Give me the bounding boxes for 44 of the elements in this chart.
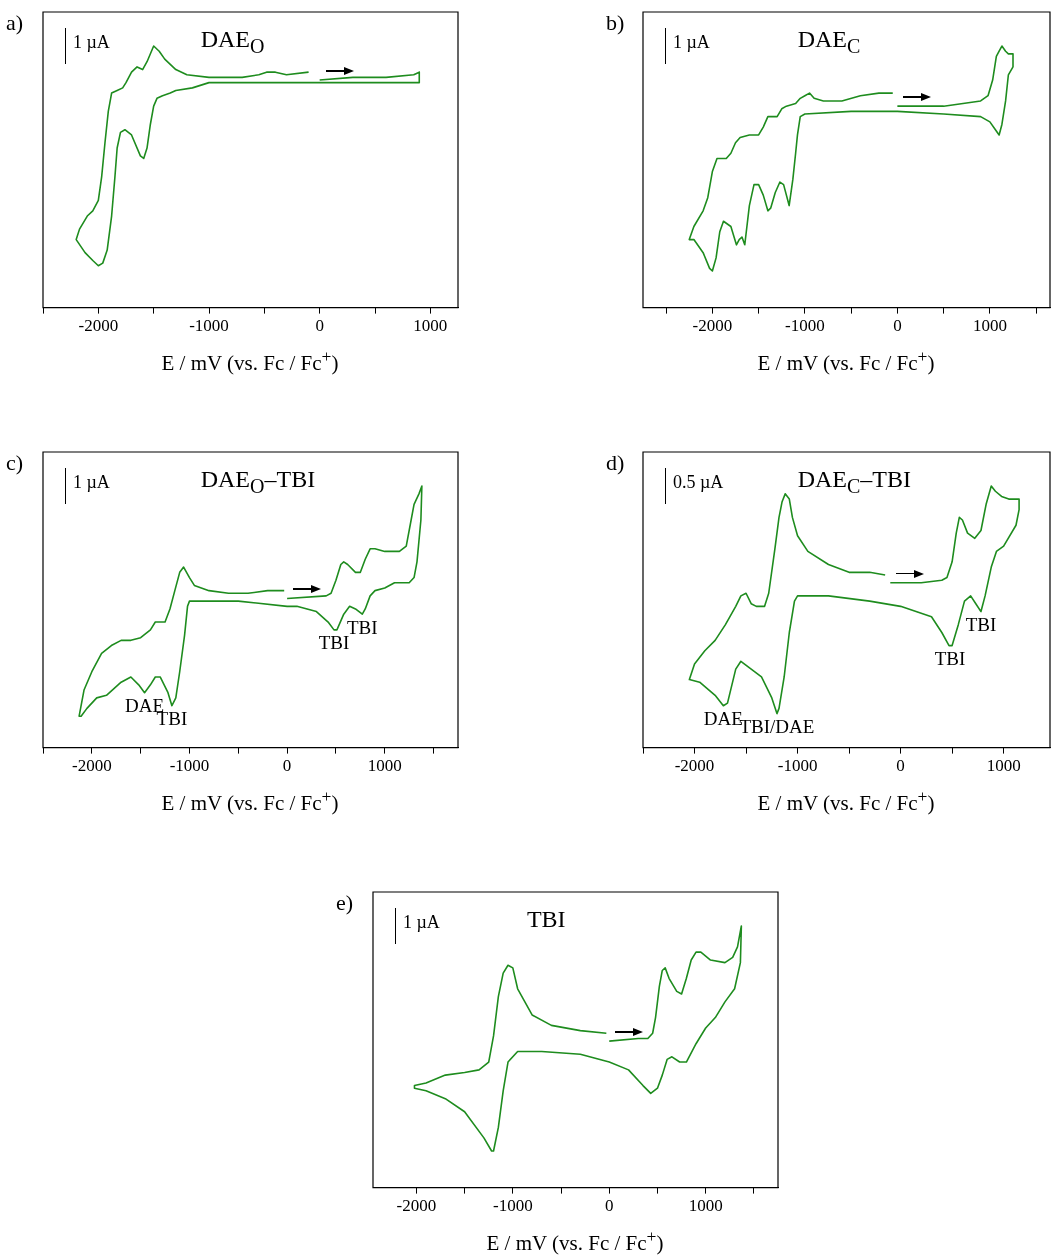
annotation: 1 µA [73,32,110,53]
x-tick-label: -2000 [78,316,119,336]
x-tick-label: 0 [282,756,292,776]
x-axis-title: E / mV (vs. Fc / Fc$^{+}$) [160,346,340,376]
x-tick-label: -2000 [692,316,733,336]
chart-title: a) [6,10,24,36]
annotation: TBI [934,648,966,670]
annotation: 1 µA [673,32,710,53]
chart-title: d) [606,450,625,476]
annotation: 0.5 µA [673,472,724,493]
annotation: DAE$_{O}$–TBI [200,466,316,498]
annotation: 1 µA [403,912,440,933]
x-tick-label: -2000 [71,756,112,776]
x-tick-label: 0 [896,756,905,776]
x-axis-title: E / mV (vs. Fc / Fc$^{+}$) [756,786,936,816]
x-axis-title: E / mV (vs. Fc / Fc$^{+}$) [485,1226,665,1256]
annotation: 1 µA [73,472,110,493]
annotation: DAE$_{O}$ [200,26,265,58]
x-tick-label: -1000 [189,316,229,336]
x-tick-label: 1000 [688,1196,723,1216]
annotation: TBI [318,632,350,654]
x-tick-label: -1000 [169,756,210,776]
x-tick-label: -1000 [777,756,818,776]
chart-title: c) [6,450,24,476]
x-tick-label: -2000 [396,1196,437,1216]
chart-title: e) [336,890,354,916]
x-axis-title: E / mV (vs. Fc / Fc$^{+}$) [756,346,936,376]
chart-title: b) [606,10,625,36]
x-tick-label: 0 [893,316,902,336]
x-tick-label: -2000 [674,756,715,776]
x-tick-label: 0 [315,316,324,336]
annotation: TBI [347,616,378,638]
x-tick-label: 1000 [972,316,1007,336]
annotation: DAE$_{C}$–TBI [797,466,911,498]
x-tick-label: 1000 [413,316,448,336]
annotation: TBI [526,906,566,933]
x-tick-label: 1000 [986,756,1021,776]
x-tick-label: -1000 [492,1196,533,1216]
x-tick-label: 1000 [367,756,402,776]
annotation: TBI [965,614,997,636]
x-axis-title: E / mV (vs. Fc / Fc$^{+}$) [160,786,340,816]
annotation: DAE$_{C}$ [797,26,861,58]
x-tick-label: 0 [605,1196,614,1216]
x-tick-label: -1000 [785,316,825,336]
